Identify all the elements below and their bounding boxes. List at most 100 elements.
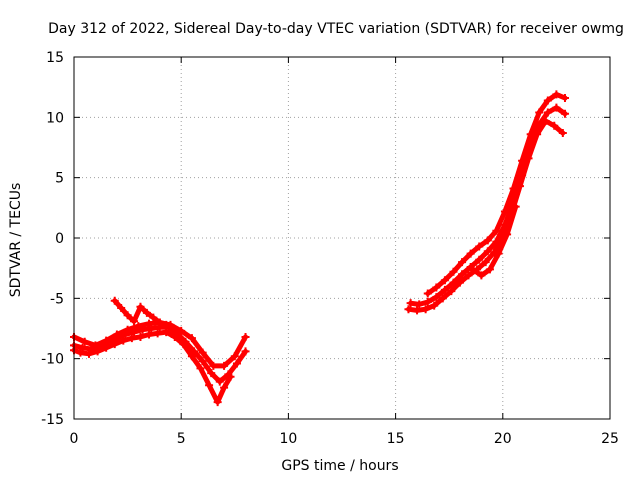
data-point bbox=[187, 334, 196, 343]
data-point bbox=[134, 322, 143, 331]
data-point bbox=[187, 352, 196, 361]
data-point bbox=[543, 108, 552, 117]
data-point bbox=[404, 305, 413, 314]
series-line bbox=[470, 204, 519, 278]
data-point bbox=[438, 294, 447, 303]
y-tick-label: 0 bbox=[55, 231, 64, 247]
data-point bbox=[492, 226, 501, 235]
data-point bbox=[413, 306, 422, 315]
x-tick-label: 5 bbox=[177, 431, 186, 447]
data-point bbox=[475, 242, 484, 251]
data-point bbox=[440, 276, 449, 285]
data-point bbox=[468, 265, 477, 274]
series-line bbox=[408, 105, 568, 307]
data-point bbox=[458, 270, 467, 279]
data-point bbox=[91, 341, 100, 350]
y-tick-label: 5 bbox=[55, 171, 64, 187]
data-point bbox=[406, 299, 415, 308]
axis-ticks bbox=[73, 56, 611, 420]
y-tick-label: -15 bbox=[41, 412, 64, 428]
y-axis-label: SDTVAR / TECUs bbox=[8, 183, 24, 298]
data-point bbox=[102, 336, 111, 345]
data-point bbox=[458, 258, 467, 267]
data-point bbox=[552, 90, 561, 99]
series-line bbox=[406, 118, 566, 313]
data-point bbox=[177, 326, 186, 335]
data-point bbox=[213, 398, 222, 407]
data-point bbox=[464, 271, 473, 280]
data-point bbox=[198, 357, 207, 366]
data-point bbox=[423, 289, 432, 298]
y-tick-label: -10 bbox=[41, 352, 64, 368]
data-point bbox=[485, 265, 494, 274]
data-point bbox=[78, 343, 87, 352]
data-point bbox=[432, 293, 441, 302]
data-point bbox=[241, 332, 250, 341]
y-tick-labels: -15 -10 -5 0 5 10 15 bbox=[41, 50, 64, 428]
data-point bbox=[136, 332, 145, 341]
data-point bbox=[509, 184, 518, 193]
x-tick-label: 20 bbox=[494, 431, 512, 447]
chart-title: Day 312 of 2022, Sidereal Day-to-day VTE… bbox=[48, 21, 624, 37]
data-point bbox=[232, 359, 241, 368]
data-point bbox=[500, 207, 509, 216]
data-point bbox=[198, 348, 207, 357]
series-late-branch bbox=[468, 202, 520, 280]
data-point bbox=[145, 330, 154, 339]
data-point bbox=[207, 369, 216, 378]
data-point bbox=[205, 381, 214, 390]
data-point bbox=[481, 258, 490, 267]
data-point bbox=[123, 311, 132, 320]
data-point bbox=[535, 108, 544, 117]
data-point bbox=[543, 96, 552, 105]
grid-lines bbox=[74, 57, 610, 419]
data-point bbox=[80, 337, 89, 346]
data-point bbox=[136, 302, 145, 311]
data-point bbox=[130, 317, 139, 326]
data-point bbox=[526, 130, 535, 139]
data-point bbox=[117, 303, 126, 312]
data-point bbox=[220, 383, 229, 392]
x-tick-label: 0 bbox=[70, 431, 79, 447]
data-point bbox=[224, 370, 233, 379]
y-tick-label: 15 bbox=[46, 50, 64, 66]
data-point bbox=[190, 347, 199, 356]
data-point bbox=[432, 283, 441, 292]
data-point bbox=[215, 377, 224, 386]
series-early-upper-branch bbox=[110, 296, 171, 329]
data-point bbox=[518, 156, 527, 165]
data-point bbox=[475, 255, 484, 264]
x-axis-label: GPS time / hours bbox=[281, 458, 398, 474]
data-point bbox=[421, 305, 430, 314]
data-point bbox=[550, 121, 559, 130]
data-point bbox=[483, 247, 492, 256]
data-point bbox=[511, 202, 520, 211]
x-tick-labels: 0 5 10 15 20 25 bbox=[70, 431, 619, 447]
data-point bbox=[209, 361, 218, 370]
data-series bbox=[70, 90, 569, 407]
data-point bbox=[560, 94, 569, 103]
series-late-high bbox=[423, 90, 569, 298]
data-point bbox=[112, 330, 121, 339]
data-point bbox=[494, 249, 503, 258]
data-point bbox=[558, 129, 567, 138]
data-point bbox=[483, 236, 492, 245]
data-point bbox=[196, 364, 205, 373]
data-point bbox=[153, 329, 162, 338]
data-point bbox=[155, 318, 164, 327]
data-point bbox=[430, 301, 439, 310]
x-tick-label: 10 bbox=[279, 431, 297, 447]
data-point bbox=[449, 278, 458, 287]
x-tick-label: 15 bbox=[387, 431, 405, 447]
data-point bbox=[447, 287, 456, 296]
data-point bbox=[449, 267, 458, 276]
y-tick-label: 10 bbox=[46, 110, 64, 126]
data-point bbox=[110, 296, 119, 305]
data-point bbox=[415, 300, 424, 309]
data-point bbox=[560, 109, 569, 118]
data-point bbox=[440, 285, 449, 294]
data-point bbox=[477, 271, 486, 280]
data-point bbox=[466, 249, 475, 258]
x-tick-label: 25 bbox=[601, 431, 619, 447]
